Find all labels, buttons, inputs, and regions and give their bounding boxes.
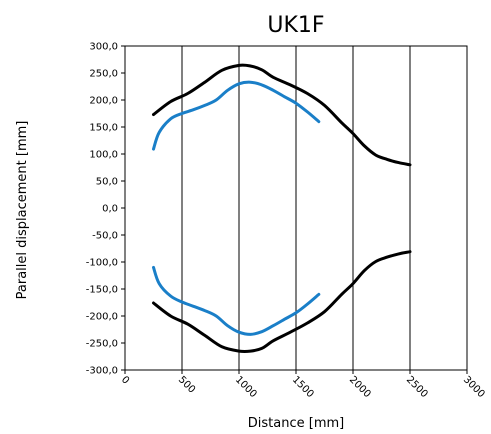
- y-tick-label-8: -100,0: [86, 258, 118, 269]
- y-tick-label-1: 250,0: [89, 69, 118, 80]
- y-tick-label-0: 300,0: [89, 42, 118, 53]
- x-tick-label-6: 3000: [461, 374, 487, 400]
- y-tick-label-11: -250,0: [86, 339, 118, 350]
- x-tick-label-1: 500: [176, 374, 197, 395]
- y-axis-ticks: 300,0 250,0 200,0 150,0 100,0 50,0 0,0 -50,0 -10…: [86, 42, 125, 377]
- x-axis-label: Distance [mm]: [248, 416, 344, 431]
- grid: [181, 46, 411, 370]
- y-tick-label-7: -50,0: [92, 231, 118, 242]
- x-tick-label-4: 2000: [347, 374, 373, 400]
- chart-title: UK1F: [267, 13, 324, 38]
- series-lines: [152, 63, 412, 354]
- x-tick-label-5: 2500: [404, 374, 430, 400]
- y-tick-label-9: -150,0: [86, 285, 118, 296]
- y-tick-label-12: -300,0: [86, 366, 118, 377]
- y-tick-label-4: 100,0: [89, 150, 118, 161]
- x-axis-ticks: 0 500 1000 1500 2000 2500 3000: [119, 370, 487, 400]
- series-line-0: [152, 63, 412, 167]
- y-tick-label-10: -200,0: [86, 312, 118, 323]
- y-tick-label-5: 50,0: [96, 177, 118, 188]
- series-line-2: [152, 80, 321, 151]
- x-tick-label-0: 0: [119, 374, 131, 386]
- y-tick-label-2: 200,0: [89, 96, 118, 107]
- x-tick-label-3: 1500: [290, 374, 316, 400]
- y-axis-label: Parallel displacement [mm]: [15, 121, 30, 300]
- x-tick-label-2: 1000: [233, 374, 259, 400]
- y-tick-label-3: 150,0: [89, 123, 118, 134]
- series-line-1: [152, 250, 412, 354]
- series-line-3: [152, 265, 321, 336]
- y-tick-label-6: 0,0: [102, 204, 118, 215]
